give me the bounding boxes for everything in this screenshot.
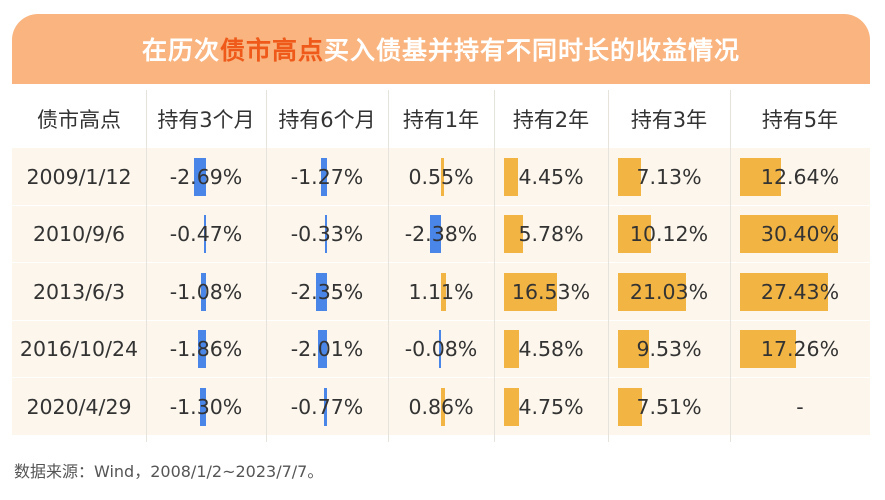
column-divider [388,90,389,442]
value-label: 1.11% [408,279,474,304]
value-bar [325,215,327,254]
column-header: 持有6个月 [278,108,376,132]
value-bar [441,272,446,311]
value-bar [441,387,445,426]
value-bar [193,157,206,196]
value-bar [201,272,206,311]
footnote: 数据来源：Wind，2008/1/2~2023/7/7。 [14,462,324,481]
value-bar [200,387,206,426]
column-header: 持有2年 [512,108,590,132]
value-label: -1.08% [169,279,243,304]
value-label: -0.47% [169,222,243,247]
value-label: -2.01% [290,337,364,362]
value-label: 0.86% [408,394,474,419]
column-divider [730,90,731,442]
value-bar [504,215,523,254]
value-bar [197,330,206,369]
value-label: 4.45% [518,164,584,189]
value-label: 27.43% [760,279,840,304]
value-bar [504,157,519,196]
value-label: 10.12% [629,222,709,247]
value-bar [439,330,441,369]
value-bar [618,330,649,369]
value-bar [504,387,520,426]
value-label: 17.26% [760,337,840,362]
value-bar [504,330,519,369]
row-background [12,205,870,262]
value-label: -0.08% [404,337,478,362]
value-bar [441,157,444,196]
column-header: 债市高点 [37,108,121,132]
value-bar [618,272,686,311]
value-bar [317,330,327,369]
value-label: 12.64% [760,164,840,189]
value-bar [740,272,829,311]
column-header: 持有1年 [402,108,480,132]
returns-table: 债市高点 持有3个月 持有6个月 持有1年 持有2年 持有3年 持有5年 2009/1/12 -… [12,90,870,442]
value-label: -2.35% [290,279,364,304]
value-label: 7.13% [636,164,702,189]
value-label: 7.51% [636,394,702,419]
value-bar [504,272,558,311]
value-label: 16.53% [511,279,591,304]
date-cell: 2016/10/24 [19,337,139,362]
chart-title: 在历次 债市高点 买入债基并持有不同时长的收益情况 [12,14,870,84]
value-bar [740,215,839,254]
date-cell: 2009/1/12 [26,164,132,189]
value-bar [618,387,643,426]
column-header: 持有3个月 [157,108,255,132]
value-label: - [796,394,804,419]
date-cell: 2020/4/29 [26,394,132,419]
value-label: 30.40% [760,222,840,247]
value-label: 21.03% [629,279,709,304]
value-bar [618,215,651,254]
value-bar [323,387,327,426]
value-label: 4.58% [518,337,584,362]
column-header: 持有5年 [761,108,839,132]
value-label: 9.53% [636,337,702,362]
date-cell: 2013/6/3 [32,279,126,304]
row-background [12,320,870,377]
value-bar [430,215,441,254]
title-highlight: 债市高点 [219,36,324,65]
column-header: 持有3年 [630,108,708,132]
value-bar [618,157,641,196]
value-label: -1.86% [169,337,243,362]
value-label: 0.55% [408,164,474,189]
column-divider [266,90,267,442]
value-bar [316,272,327,311]
value-label: -0.77% [290,394,364,419]
value-bar [740,330,796,369]
value-label: -0.33% [290,222,364,247]
value-bar [203,215,206,254]
value-bar [740,157,781,196]
date-cell: 2010/9/6 [32,222,126,247]
value-label: 4.75% [518,394,584,419]
value-label: -2.38% [404,222,478,247]
value-label: -1.30% [169,394,243,419]
column-divider [608,90,609,442]
column-divider [146,90,147,442]
value-label: -2.69% [169,164,243,189]
title-part2: 买入债基并持有不同时长的收益情况 [324,36,741,65]
title-part1: 在历次 [141,36,220,65]
value-bar [321,157,327,196]
value-label: -1.27% [290,164,364,189]
title-banner: 在历次 债市高点 买入债基并持有不同时长的收益情况 [12,14,870,84]
value-label: 5.78% [518,222,584,247]
column-divider [494,90,495,442]
